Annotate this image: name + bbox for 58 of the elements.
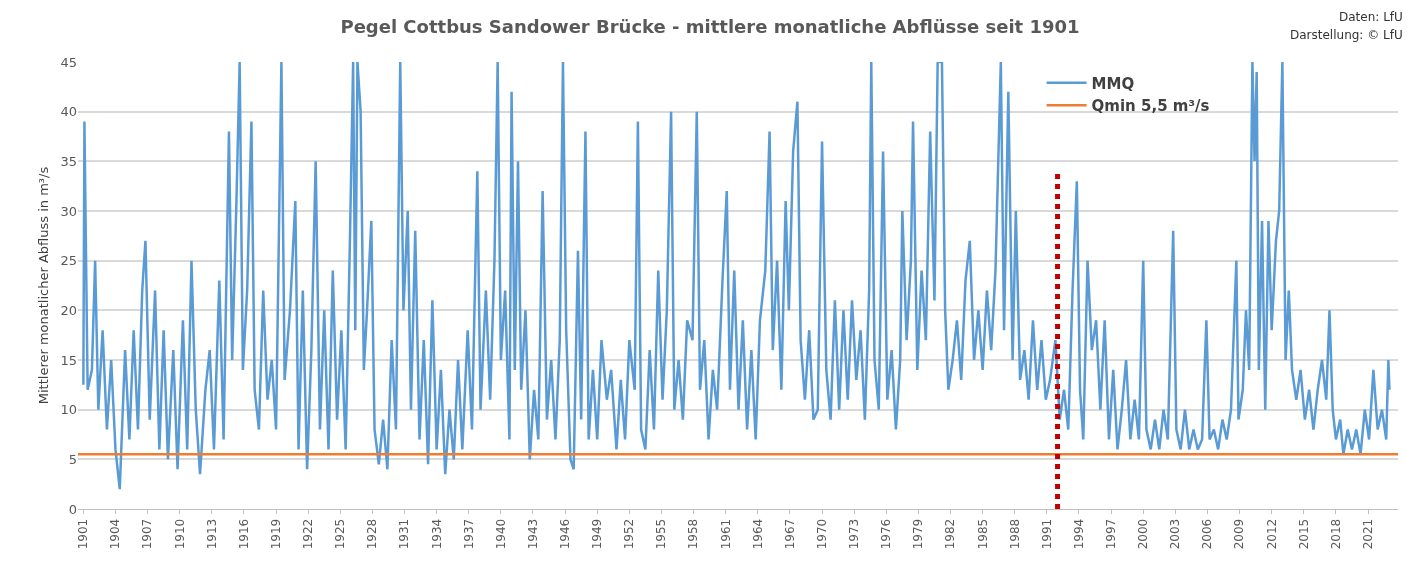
- text: Daten: LfU: [1339, 10, 1403, 24]
- y-tick-label: 35: [60, 153, 77, 169]
- x-tick-label: 1922: [301, 518, 316, 550]
- x-tick-label: 2012: [1264, 518, 1279, 550]
- x-tick-label: 1988: [1007, 518, 1022, 550]
- x-tick-label: 2018: [1328, 518, 1343, 550]
- x-tick-label: 2006: [1200, 518, 1215, 550]
- x-tick-label: 2003: [1168, 518, 1183, 550]
- x-tick-label: 1955: [654, 518, 669, 550]
- legend-label: Qmin 5,5 m³/s: [1091, 97, 1210, 116]
- x-tick-label: 2000: [1136, 518, 1151, 550]
- x-tick-label: 1916: [236, 518, 251, 550]
- x-tick-label: 2009: [1232, 518, 1247, 550]
- x-tick-label: 1952: [622, 518, 637, 550]
- x-tick-label: 1982: [943, 518, 958, 550]
- x-tick-label: 1967: [782, 518, 797, 550]
- x-tick-label: 1994: [1071, 518, 1086, 550]
- x-tick-label: 1931: [397, 518, 412, 550]
- y-tick-label: 45: [60, 54, 77, 70]
- x-tick-label: 1925: [333, 518, 348, 550]
- x-tick-label: 1976: [879, 518, 894, 550]
- y-tick-label: 20: [60, 302, 77, 318]
- x-tick-label: 1943: [525, 518, 540, 550]
- y-tick-label: 10: [60, 402, 77, 418]
- x-tick-label: 1928: [365, 518, 380, 550]
- x-tick-label: 1913: [204, 518, 219, 550]
- text: Darstellung: © LfU: [1290, 28, 1403, 42]
- y-tick-label: 5: [68, 451, 77, 467]
- x-tick-label: 1910: [172, 518, 187, 550]
- y-tick-label: 25: [60, 253, 77, 269]
- x-tick-label: 1919: [268, 518, 283, 550]
- x-tick-label: 1985: [975, 518, 990, 550]
- legend-label: MMQ: [1091, 74, 1135, 93]
- x-tick-label: 1997: [1103, 518, 1118, 550]
- x-tick-label: 1949: [590, 518, 605, 550]
- chart-title: Pegel Cottbus Sandower Brücke - mittlere monatliche Abflüsse seit 1901: [340, 15, 1080, 37]
- x-tick-label: 1958: [686, 518, 701, 550]
- x-tick-label: 1907: [140, 518, 155, 550]
- x-tick-label: 1973: [847, 518, 862, 550]
- x-tick-label: 1961: [718, 518, 733, 550]
- x-tick-label: 2021: [1360, 518, 1375, 550]
- x-tick-label: 1937: [461, 518, 476, 550]
- y-tick-label: 30: [60, 203, 77, 219]
- y-tick-label: 15: [60, 352, 77, 368]
- y-tick-label: 40: [60, 104, 77, 120]
- x-tick-label: 1979: [911, 518, 926, 550]
- line-series: [82, 62, 1391, 491]
- y-tick-label: 0: [68, 501, 77, 517]
- x-tick-label: 1964: [750, 518, 765, 550]
- y-axis-title: Mittlerer monatlicher Abfluss in m³/s: [36, 166, 52, 405]
- x-tick-label: 2015: [1296, 518, 1311, 550]
- x-tick-label: 1991: [1039, 518, 1054, 550]
- x-tick-label: 1934: [429, 518, 444, 550]
- x-tick-label: 1904: [108, 518, 123, 550]
- x-tick-label: 1946: [558, 518, 572, 550]
- x-tick-label: 1970: [814, 518, 829, 550]
- x-tick-label: 1901: [76, 518, 91, 550]
- x-tick-label: 1940: [493, 518, 508, 550]
